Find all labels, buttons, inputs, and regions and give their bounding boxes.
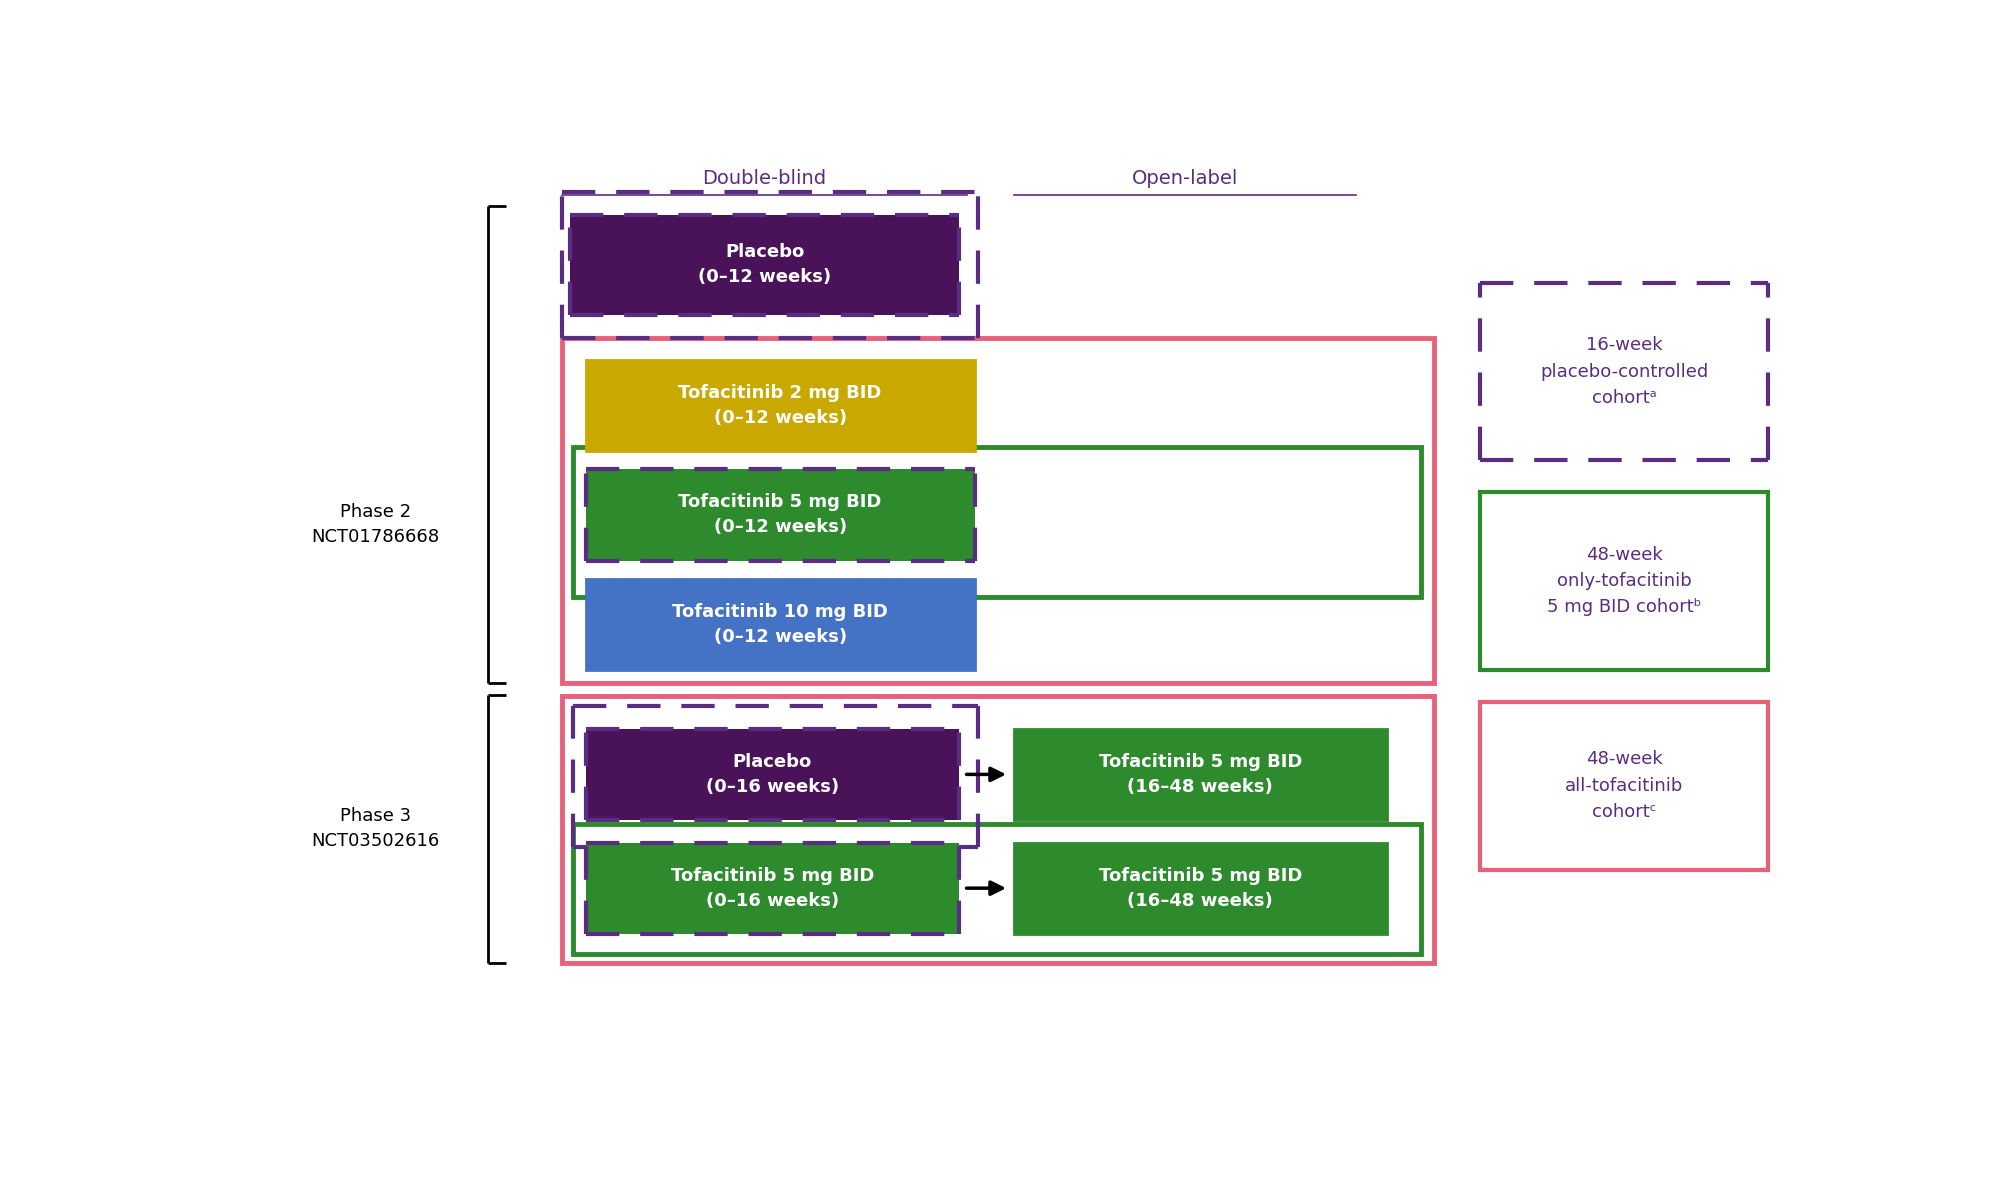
Bar xyxy=(586,361,973,452)
Text: Phase 2
NCT01786668: Phase 2 NCT01786668 xyxy=(311,502,440,546)
Bar xyxy=(586,579,973,670)
Bar xyxy=(1479,702,1768,870)
Text: 48-week
only-tofacitinib
5 mg BID cohortᵇ: 48-week only-tofacitinib 5 mg BID cohort… xyxy=(1545,546,1700,616)
Bar xyxy=(1014,729,1387,820)
Bar xyxy=(1014,729,1387,820)
Bar xyxy=(572,824,1421,954)
Text: Tofacitinib 5 mg BID
(0–16 weeks): Tofacitinib 5 mg BID (0–16 weeks) xyxy=(670,866,873,910)
Bar xyxy=(1479,282,1768,460)
Text: Tofacitinib 5 mg BID
(16–48 weeks): Tofacitinib 5 mg BID (16–48 weeks) xyxy=(1098,866,1301,910)
Text: Phase 3
NCT03502616: Phase 3 NCT03502616 xyxy=(311,807,440,851)
Bar xyxy=(562,191,977,338)
Text: Tofacitinib 2 mg BID
(0–12 weeks): Tofacitinib 2 mg BID (0–12 weeks) xyxy=(678,384,881,427)
Text: Tofacitinib 5 mg BID
(0–12 weeks): Tofacitinib 5 mg BID (0–12 weeks) xyxy=(678,494,881,537)
Bar xyxy=(570,215,959,314)
Text: 48-week
all-tofacitinib
cohortᶜ: 48-week all-tofacitinib cohortᶜ xyxy=(1563,751,1682,821)
Bar xyxy=(1479,702,1768,870)
Bar xyxy=(562,696,1433,963)
Bar xyxy=(586,579,973,670)
Bar xyxy=(586,729,959,820)
Bar xyxy=(1014,843,1387,934)
Text: 16-week
placebo-controlled
cohortᵃ: 16-week placebo-controlled cohortᵃ xyxy=(1539,336,1708,407)
Bar xyxy=(586,843,959,934)
Bar xyxy=(1014,843,1387,934)
Bar xyxy=(586,469,973,560)
Text: Tofacitinib 10 mg BID
(0–12 weeks): Tofacitinib 10 mg BID (0–12 weeks) xyxy=(672,603,887,645)
Text: Tofacitinib 5 mg BID
(16–48 weeks): Tofacitinib 5 mg BID (16–48 weeks) xyxy=(1098,753,1301,795)
Bar xyxy=(586,361,973,452)
Bar xyxy=(562,338,1433,683)
Bar xyxy=(1479,492,1768,670)
Text: Placebo
(0–16 weeks): Placebo (0–16 weeks) xyxy=(704,753,839,795)
Text: Double-blind: Double-blind xyxy=(702,169,827,188)
Bar xyxy=(572,447,1421,597)
Text: Open-label: Open-label xyxy=(1132,169,1236,188)
Text: Placebo
(0–12 weeks): Placebo (0–12 weeks) xyxy=(698,243,831,286)
Bar xyxy=(572,706,977,847)
Bar xyxy=(1479,492,1768,670)
